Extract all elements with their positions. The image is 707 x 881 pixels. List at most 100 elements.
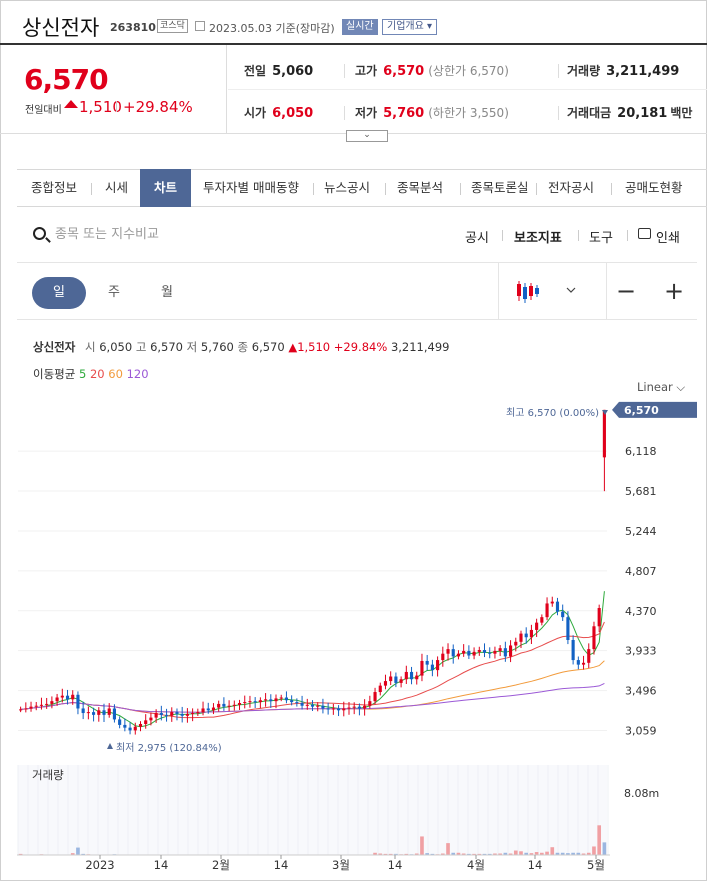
high-value: 6,570 <box>383 64 425 79</box>
divider <box>558 106 559 120</box>
tab-summary[interactable]: 종합정보 <box>31 180 78 195</box>
legend-close-key: 종 <box>237 340 249 354</box>
ma120-label: 120 <box>126 367 149 381</box>
volume: 거래량 3,211,499 <box>567 62 679 79</box>
trade-amount: 거래대금 20,181 백만 <box>567 104 692 121</box>
change-value: 1,510 <box>79 98 122 116</box>
stock-header: 상신전자 263810 코스닥 2023.05.03 기준(장마감) 실시간 기… <box>0 0 707 45</box>
zoom-in-button[interactable]: + <box>663 277 685 305</box>
prev-close: 전일 5,060 <box>244 62 313 79</box>
ma60-label: 60 <box>108 367 123 381</box>
tab-investor-trends[interactable]: 투자자별 매매동향 <box>203 180 299 195</box>
ohlc-legend: 상신전자 시 6,050 고 6,570 저 5,760 종 6,570 ▲1,… <box>33 339 449 355</box>
candlestick-icon <box>517 281 576 303</box>
divider <box>344 106 345 120</box>
ma20-label: 20 <box>89 367 105 381</box>
tab-disclosure[interactable]: 전자공시 <box>548 180 595 195</box>
tab-analysis[interactable]: 종목분석 <box>397 180 444 195</box>
scale-label: Linear <box>637 380 673 394</box>
legend-high-value: 6,570 <box>150 340 184 354</box>
change-label: 전일대비 <box>25 105 62 116</box>
legend-change: ▲1,510 +29.84% <box>288 340 388 354</box>
tab-short-selling[interactable]: 공매도현황 <box>625 180 683 195</box>
disclosure-button[interactable]: 공시 <box>465 231 489 246</box>
high-label: 고가 <box>355 64 378 78</box>
divider <box>578 230 579 241</box>
base-date: 2023.05.03 기준(장마감) <box>209 22 335 35</box>
scale-dropdown[interactable]: Linear ⌵ <box>637 380 685 395</box>
stock-tabs: 종합정보 시세 차트 투자자별 매매동향 뉴스공시 종목분석 종목토론실 전자공… <box>17 169 707 207</box>
compare-search-input[interactable] <box>55 223 255 245</box>
divider <box>313 183 314 195</box>
legend-close-value: 6,570 <box>251 340 285 354</box>
prev-close-label: 전일 <box>244 64 267 78</box>
period-week[interactable]: 주 <box>108 285 120 300</box>
period-day[interactable]: 일 <box>32 277 86 309</box>
low-price: 저가 5,760 (하한가 3,550) <box>355 104 509 121</box>
low-value: 5,760 <box>383 106 425 121</box>
divider <box>460 183 461 195</box>
current-price: 6,570 <box>24 63 109 96</box>
legend-open-key: 시 <box>84 340 96 354</box>
high-price: 고가 6,570 (상한가 6,570) <box>355 62 509 79</box>
open-value: 6,050 <box>272 106 314 121</box>
current-price-box: 6,570 전일대비 1,510 +29.84% <box>0 45 227 134</box>
legend-volume: 3,211,499 <box>390 340 450 354</box>
market-badge: 코스닥 <box>157 19 188 33</box>
stock-code: 263810 <box>110 21 156 34</box>
realtime-button[interactable]: 실시간 <box>342 19 378 35</box>
tab-chart[interactable]: 차트 <box>140 169 191 207</box>
period-month[interactable]: 월 <box>161 285 173 300</box>
prev-close-value: 5,060 <box>272 64 314 79</box>
amount-label: 거래대금 <box>567 106 612 120</box>
volume-label: 거래량 <box>567 64 601 78</box>
price-summary: 6,570 전일대비 1,510 +29.84% 전일 5,060 고가 6,570… <box>0 45 707 134</box>
amount-value: 20,181 <box>617 106 668 121</box>
chevron-down-icon: ▾ <box>427 21 433 32</box>
legend-high-key: 고 <box>135 340 147 354</box>
divider <box>536 183 537 195</box>
company-overview-dropdown[interactable]: 기업개요 ▾ <box>382 19 438 35</box>
indicators-button[interactable]: 보조지표 <box>514 231 562 246</box>
amount-unit: 백만 <box>670 106 693 120</box>
divider <box>558 64 559 78</box>
printer-icon[interactable] <box>638 228 651 239</box>
ma-label: 이동평균 <box>33 367 76 381</box>
chart-toolbar: 공시 보조지표 도구 인쇄 <box>17 207 697 263</box>
ma5-label: 5 <box>78 367 87 381</box>
chevron-down-icon: ⌵ <box>676 380 686 394</box>
period-selector: 일 주 월 − + <box>17 263 697 320</box>
legend-low-key: 저 <box>186 340 198 354</box>
divider <box>228 89 707 90</box>
print-button[interactable]: 인쇄 <box>656 231 680 246</box>
low-label: 저가 <box>355 106 378 120</box>
open-label: 시가 <box>244 106 267 120</box>
tab-quotes[interactable]: 시세 <box>105 180 129 195</box>
legend-open-value: 6,050 <box>99 340 133 354</box>
search-icon[interactable] <box>33 227 46 240</box>
stock-name: 상신전자 <box>22 16 100 40</box>
change-percent: +29.84% <box>123 98 193 116</box>
divider <box>344 64 345 78</box>
divider <box>385 183 386 195</box>
up-arrow-icon <box>64 100 78 108</box>
volume-value: 3,211,499 <box>606 64 680 79</box>
company-overview-label: 기업개요 <box>387 21 424 32</box>
chevron-down-icon: ⌄ <box>363 130 371 140</box>
open-price: 시가 6,050 <box>244 104 313 121</box>
chevron-down-icon <box>566 287 576 293</box>
legend-stock-name: 상신전자 <box>33 340 76 354</box>
calendar-icon <box>195 21 205 31</box>
moving-average-legend: 이동평균 5 20 60 120 <box>33 366 149 382</box>
legend-low-value: 5,760 <box>200 340 234 354</box>
tab-news[interactable]: 뉴스공시 <box>324 180 371 195</box>
chart-type-dropdown[interactable] <box>498 263 607 319</box>
expand-summary-button[interactable]: ⌄ <box>346 130 388 142</box>
tools-button[interactable]: 도구 <box>589 231 613 246</box>
upper-limit: (상한가 6,570) <box>428 64 509 78</box>
zoom-out-button[interactable]: − <box>615 277 637 305</box>
divider <box>627 230 628 241</box>
tab-discussion[interactable]: 종목토론실 <box>471 180 529 195</box>
divider <box>502 230 503 241</box>
lower-limit: (하한가 3,550) <box>428 106 509 120</box>
